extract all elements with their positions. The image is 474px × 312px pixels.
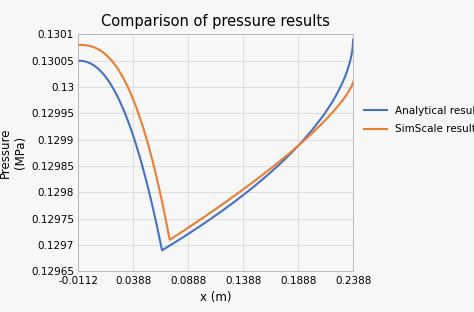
SimScale results — [167, 238, 173, 242]
SimScale results — [107, 56, 112, 60]
Analytical results — [181, 235, 187, 239]
Title: Comparison of pressure results: Comparison of pressure results — [101, 14, 330, 29]
SimScale results — [75, 43, 81, 47]
SimScale results — [193, 221, 199, 225]
Analytical results — [350, 38, 356, 41]
Analytical results — [193, 227, 199, 231]
Analytical results — [75, 59, 81, 62]
SimScale results — [181, 229, 187, 232]
Analytical results — [345, 67, 351, 71]
X-axis label: x (m): x (m) — [200, 291, 231, 304]
SimScale results — [345, 91, 351, 95]
Analytical results — [159, 248, 165, 252]
Analytical results — [123, 114, 129, 117]
Analytical results — [315, 120, 321, 124]
Line: SimScale results: SimScale results — [78, 45, 353, 240]
SimScale results — [350, 80, 356, 84]
SimScale results — [315, 125, 321, 129]
SimScale results — [123, 81, 129, 85]
Legend: Analytical results, SimScale results: Analytical results, SimScale results — [364, 106, 474, 134]
Line: Analytical results: Analytical results — [78, 40, 353, 250]
Y-axis label: Pressure
(MPa): Pressure (MPa) — [0, 128, 27, 178]
Analytical results — [107, 80, 112, 84]
